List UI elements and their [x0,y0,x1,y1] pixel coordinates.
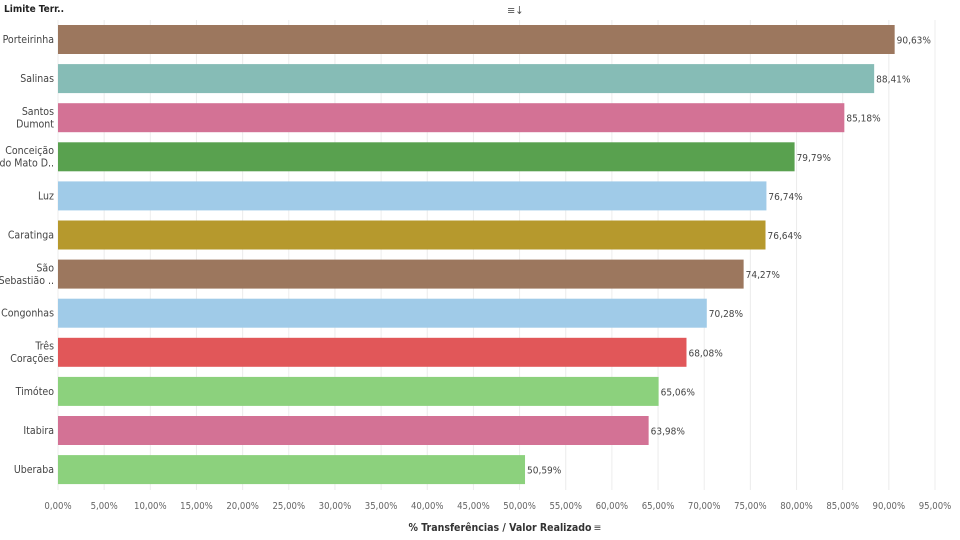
x-tick-label: 55,00% [549,501,582,512]
x-tick-label: 5,00% [91,501,118,512]
x-tick-label: 35,00% [365,501,398,512]
category-label[interactable]: Uberaba [14,464,54,476]
category-label[interactable]: Timóteo [15,386,55,398]
x-axis-ticks: 0,00% 5,00% 10,00% 15,00% 20,00% 25,00% 30,00%… [44,501,951,512]
bar[interactable] [58,337,687,367]
x-tick-label: 95,00% [919,501,952,512]
bar[interactable] [58,64,875,94]
x-tick-label: 80,00% [780,501,813,512]
x-tick-label: 40,00% [411,501,444,512]
category-label[interactable]: Três Corações [10,341,54,366]
category-label[interactable]: Congonhas [1,308,54,320]
data-label: 76,64% [768,231,803,242]
data-label: 65,06% [661,387,696,398]
bar[interactable] [58,298,707,328]
x-tick-label: 45,00% [457,501,490,512]
bar-chart: Porteirinha Salinas Santos Dumont Conceição d… [0,20,951,512]
dimension-header[interactable]: Limite Terr.. [4,4,65,15]
value-labels: 90,63% 88,41% 85,18% 79,79% 76,74% 76,64% 74,2… [527,36,931,477]
category-label[interactable]: São Sebastião .. [0,262,54,287]
bar[interactable] [58,416,649,445]
data-label: 68,08% [688,348,723,359]
sort-icon[interactable]: ≡ [593,522,602,534]
grid-lines [57,20,936,490]
x-tick-label: 20,00% [226,501,259,512]
category-labels: Porteirinha Salinas Santos Dumont Conceição d… [0,34,54,476]
bars [58,25,895,485]
data-label: 85,18% [846,114,881,125]
x-tick-label: 30,00% [319,501,352,512]
x-tick-label: 70,00% [688,501,721,512]
bar[interactable] [58,220,766,250]
x-tick-label: 85,00% [826,501,859,512]
x-tick-label: 15,00% [180,501,213,512]
x-tick-label: 10,00% [134,501,167,512]
category-label[interactable]: Santos Dumont [16,106,54,131]
category-label[interactable]: Conceição do Mato D.. [0,145,54,170]
data-label: 90,63% [897,36,932,47]
x-tick-label: 75,00% [734,501,767,512]
bar[interactable] [58,142,795,172]
data-label: 76,74% [768,192,803,203]
category-label[interactable]: Itabira [23,425,54,437]
bar[interactable] [58,25,895,54]
category-label[interactable]: Porteirinha [3,34,54,46]
data-label: 63,98% [651,427,686,438]
x-axis-title: % Transferências / Valor Realizado ≡ [0,522,960,534]
category-label[interactable]: Salinas [20,73,54,85]
x-tick-label: 0,00% [44,501,71,512]
bar[interactable] [58,103,845,133]
data-label: 74,27% [746,270,781,281]
category-label[interactable]: Luz [38,190,54,202]
category-label[interactable]: Caratinga [8,230,54,242]
bar[interactable] [58,455,526,485]
bar[interactable] [58,376,659,406]
x-tick-label: 65,00% [642,501,675,512]
bar[interactable] [58,181,767,211]
data-label: 70,28% [709,309,744,320]
data-label: 50,59% [527,466,562,477]
bar[interactable] [58,259,744,289]
x-tick-label: 50,00% [503,501,536,512]
data-label: 79,79% [797,153,832,164]
sort-descending-icon[interactable]: ≡↓ [507,4,524,17]
data-label: 88,41% [876,75,911,86]
x-axis-title-text: % Transferências / Valor Realizado [408,522,592,534]
x-tick-label: 25,00% [272,501,305,512]
x-tick-label: 60,00% [596,501,629,512]
x-tick-label: 90,00% [873,501,906,512]
